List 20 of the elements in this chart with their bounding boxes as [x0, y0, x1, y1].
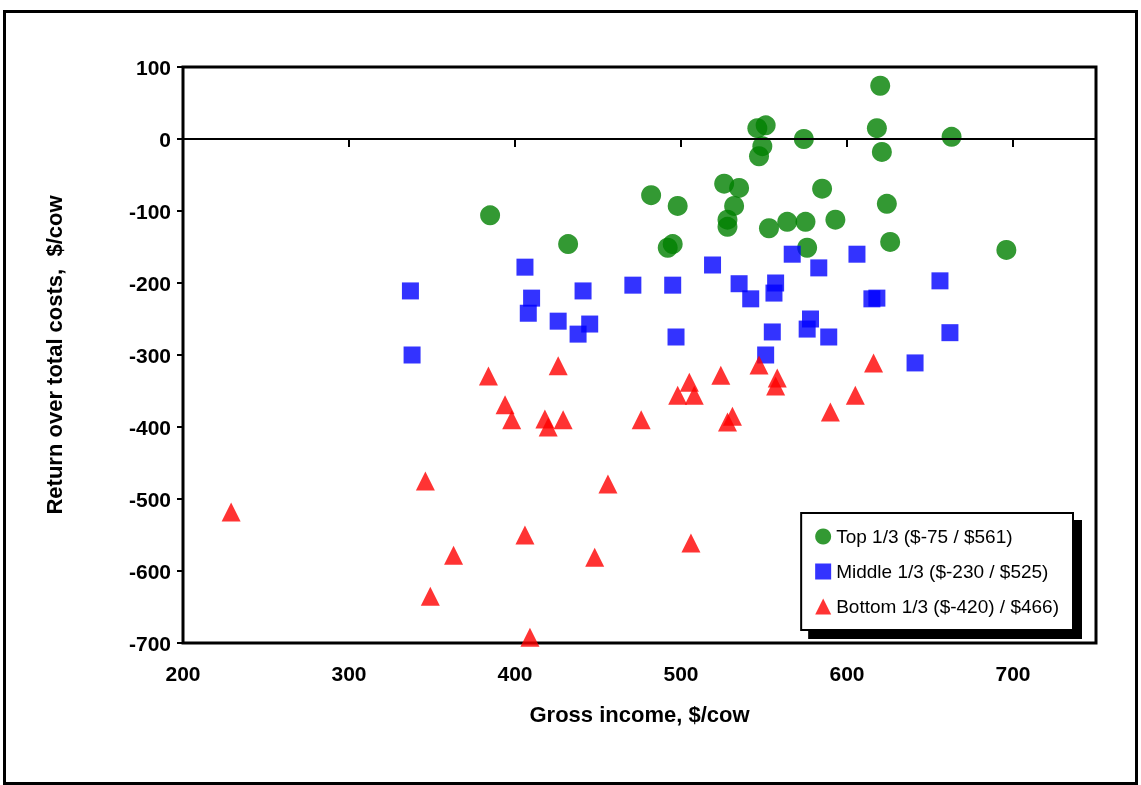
x-tick-label: 600 — [829, 662, 865, 685]
y-tick-label: -500 — [128, 487, 171, 511]
x-tick-label: 300 — [331, 662, 367, 685]
y-tick-label: 0 — [159, 127, 171, 151]
legend-label: Bottom 1/3 ($-420) / $466) — [836, 596, 1059, 617]
legend-label: Middle 1/3 ($-230 / $525) — [836, 561, 1049, 582]
y-axis-title: Return over total costs, $/cow — [41, 194, 67, 515]
x-tick-label: 400 — [497, 662, 533, 685]
y-tick-label: -200 — [128, 271, 171, 295]
y-tick-label: 100 — [135, 55, 171, 79]
x-axis-title: Gross income, $/cow — [529, 701, 751, 727]
y-tick-label: -300 — [128, 343, 171, 367]
y-tick-label: -400 — [128, 415, 171, 439]
x-tick-label: 700 — [995, 662, 1031, 685]
x-tick-label: 500 — [663, 662, 699, 685]
y-tick-label: -600 — [128, 559, 171, 583]
legend-label: Top 1/3 ($-75 / $561) — [836, 526, 1013, 547]
x-tick-label: 200 — [165, 662, 201, 685]
y-tick-label: -100 — [128, 199, 171, 223]
y-tick-label: -700 — [128, 631, 171, 655]
